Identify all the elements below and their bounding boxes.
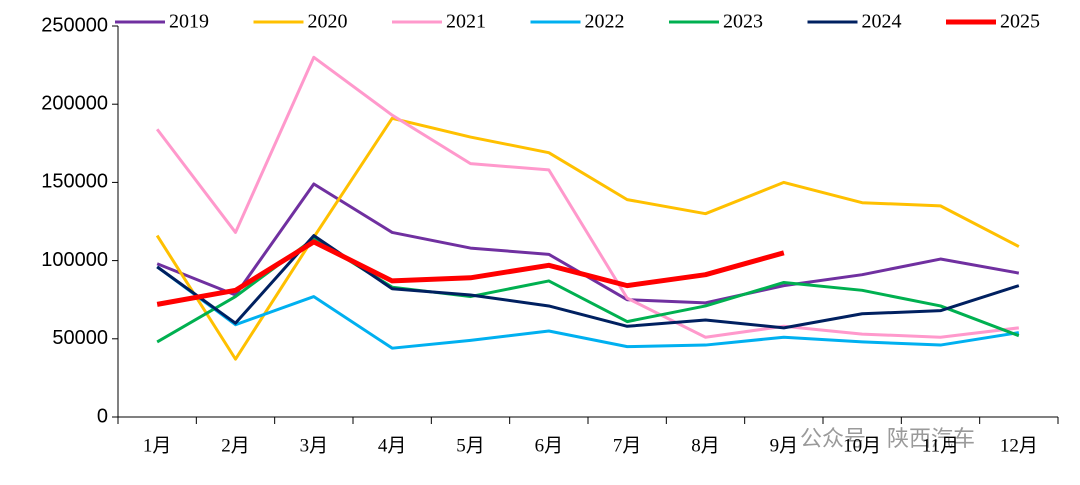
x-tick-label: 10月: [843, 435, 881, 456]
legend-label: 2025: [1000, 11, 1040, 33]
series-line: [156, 265, 1020, 350]
x-tick-label: 7月: [613, 435, 642, 456]
x-tick-label: 4月: [378, 435, 407, 456]
x-tick-label: 8月: [691, 435, 720, 456]
x-tick-label: 12月: [1000, 435, 1038, 456]
x-tick-label: 3月: [300, 435, 329, 456]
x-tick-label: 6月: [535, 435, 564, 456]
x-tick-label: 5月: [456, 435, 485, 456]
series-line: [156, 239, 785, 307]
series-line: [155, 116, 1020, 361]
x-tick-label: 11月: [922, 435, 959, 456]
x-tick-label: 9月: [770, 435, 799, 456]
legend-label: 2021: [446, 11, 486, 33]
series-line: [156, 237, 1020, 344]
legend-label: 2024: [862, 11, 902, 33]
legend-label: 2022: [585, 11, 625, 33]
y-tick-label: 200000: [41, 92, 108, 114]
x-tick-label: 1月: [143, 435, 172, 456]
y-tick-label: 150000: [41, 171, 108, 193]
watermark: 公众号 · 陕西汽车: [800, 427, 975, 452]
y-tick-label: 0: [97, 405, 108, 427]
y-tick-label: 100000: [41, 249, 108, 271]
series-line: [155, 55, 1020, 339]
legend-label: 2023: [723, 11, 763, 33]
x-tick-label: 2月: [221, 435, 250, 456]
series-line: [156, 182, 1020, 305]
y-tick-label: 250000: [41, 14, 108, 36]
y-tick-label: 50000: [52, 327, 108, 349]
legend-label: 2019: [169, 11, 209, 33]
legend-label: 2020: [308, 11, 348, 33]
